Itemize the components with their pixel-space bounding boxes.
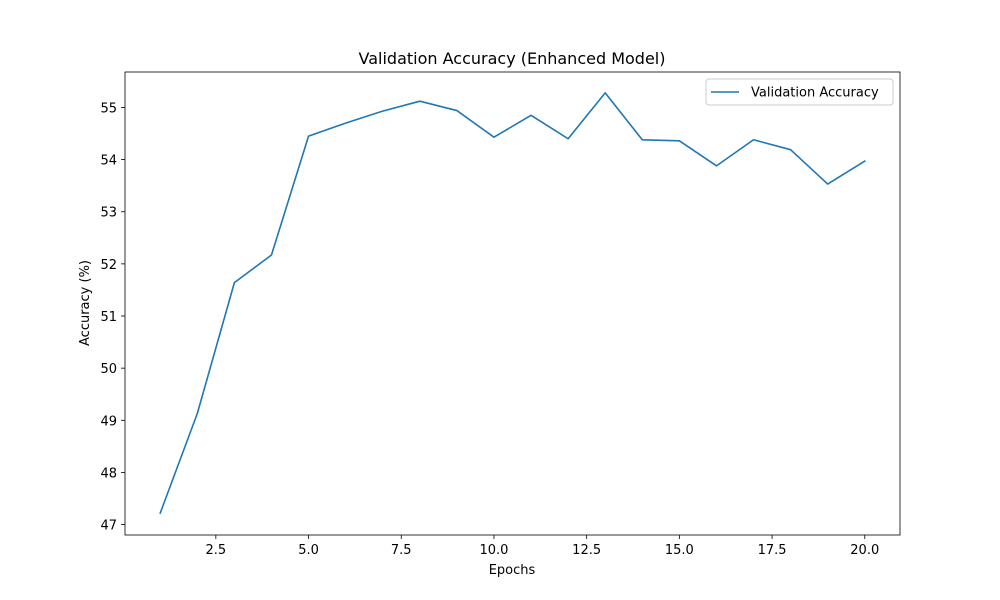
legend: Validation Accuracy [705,78,894,106]
x-axis-ticks: 2.5 5.0 7.5 10.0 12.5 15.0 17.5 20.0 [206,535,879,558]
x-tick-label: 7.5 [391,543,412,558]
data-point [788,147,793,152]
data-point [714,163,719,168]
data-point [232,280,237,285]
data-point [380,109,385,114]
data-point [158,511,163,516]
data-point [603,90,608,95]
data-point [529,113,534,118]
data-point [640,137,645,142]
y-tick-label: 53 [100,206,117,221]
data-point [677,138,682,143]
data-point [343,121,348,126]
x-tick-label: 15.0 [665,543,694,558]
y-tick-label: 47 [100,519,117,534]
x-tick-label: 17.5 [758,543,787,558]
y-tick-label: 54 [100,154,117,169]
y-axis-ticks: 47 48 49 50 51 52 53 54 55 [100,101,125,534]
data-point [195,411,200,416]
data-point [417,99,422,104]
x-tick-label: 2.5 [206,543,227,558]
series-line-validation-accuracy [159,92,866,515]
data-point [566,136,571,141]
y-axis-label: Accuracy (%) [78,260,93,346]
y-tick-label: 49 [100,414,117,429]
x-tick-label: 10.0 [479,543,508,558]
plot-area-frame [124,71,901,536]
legend-label: Validation Accuracy [751,86,879,101]
x-tick-label: 12.5 [572,543,601,558]
data-point [825,182,830,187]
y-tick-label: 55 [100,101,117,116]
legend-box [705,78,894,106]
series-layer [158,90,867,516]
y-tick-label: 52 [100,258,117,273]
x-axis-label: Epochs [489,563,536,578]
data-point [454,108,459,113]
data-point [862,159,867,164]
y-tick-label: 50 [100,362,117,377]
x-tick-label: 20.0 [850,543,879,558]
data-point [269,253,274,258]
data-point [751,137,756,142]
y-tick-label: 51 [100,310,117,325]
chart-title: Validation Accuracy (Enhanced Model) [359,49,666,68]
data-point [491,135,496,140]
data-point [306,134,311,139]
y-tick-label: 48 [100,466,117,481]
x-tick-label: 5.0 [298,543,319,558]
